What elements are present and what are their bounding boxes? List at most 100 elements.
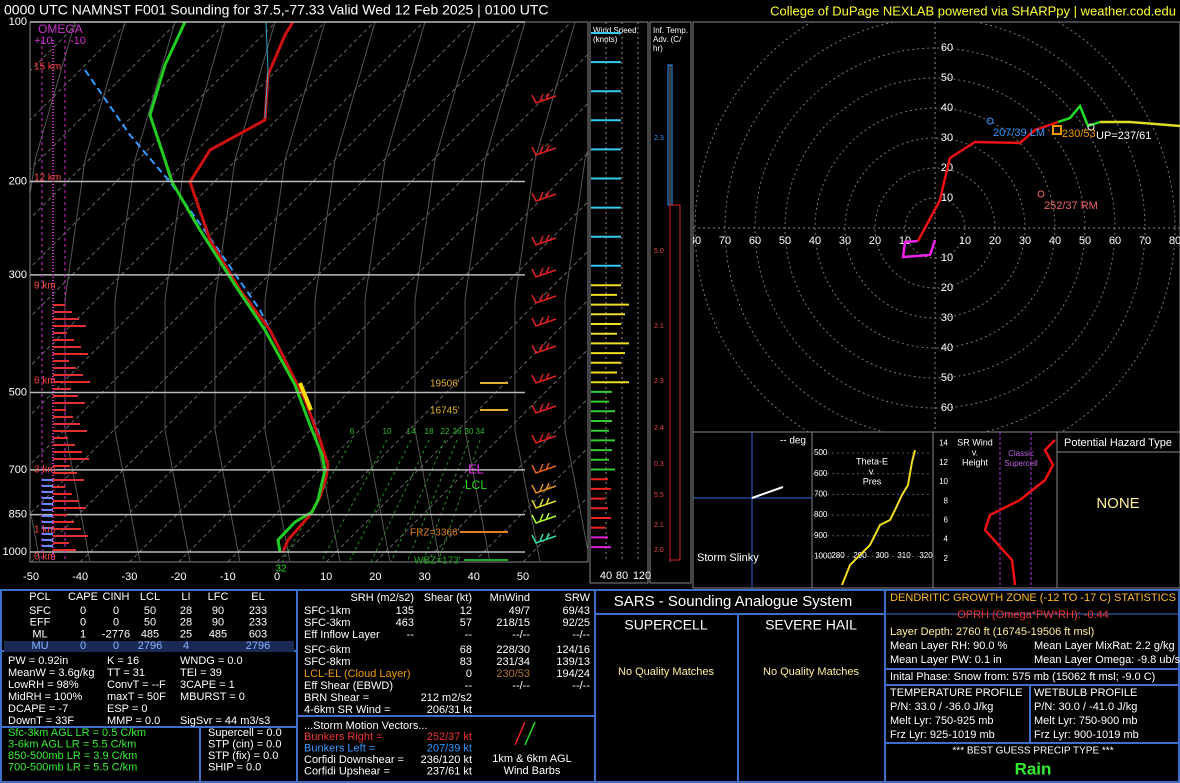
- srw-y-label: 14: [939, 439, 948, 448]
- ring-label: 10: [959, 235, 971, 247]
- hodo-ring: [754, 47, 1116, 409]
- wind-barb-flag: [539, 145, 544, 154]
- panel-title: v.: [972, 447, 978, 457]
- table-cell: 28: [180, 617, 192, 629]
- table-cell: 194/24: [556, 668, 590, 680]
- ring-label: 70: [719, 235, 731, 247]
- index: MMP = 0.0: [107, 715, 160, 727]
- temp-label: 40: [468, 571, 480, 583]
- theta-p-label: 900: [814, 531, 828, 540]
- table-cell: 50: [144, 605, 156, 617]
- label: Corfidi Downshear =: [304, 754, 404, 766]
- label: P/N: 33.0 / -36.0 J/kg: [890, 701, 993, 713]
- ring-label: 80: [1169, 235, 1180, 247]
- hodo-ring: [874, 167, 996, 289]
- row-highlight: [4, 641, 294, 652]
- label: 237/61 kt: [427, 765, 472, 777]
- label: Corfidi Upshear =: [304, 765, 390, 777]
- index: K = 16: [107, 655, 139, 667]
- index: TT = 31: [107, 667, 145, 679]
- table-cell: --/--: [572, 680, 590, 692]
- panel-title: Theta-E: [856, 456, 888, 466]
- mixing-ratio-line: [406, 439, 458, 562]
- label: 1km & 6km AGL: [492, 753, 571, 765]
- table-cell: SFC-3km: [304, 617, 350, 629]
- table-cell: --/--: [572, 629, 590, 641]
- label: -10: [70, 35, 86, 47]
- label: Bunkers Right =: [304, 731, 383, 743]
- table-header: EL: [251, 591, 264, 603]
- index: ESP = 0: [107, 703, 147, 715]
- label: OPRH (Omega*PW*RH): -0.44: [957, 609, 1109, 621]
- wind-barb: [531, 344, 557, 354]
- table-cell: SFC-6km: [304, 644, 350, 656]
- height-label: 1 km: [34, 525, 56, 536]
- label: Frz Lyr: 900-1019 mb: [1034, 729, 1139, 741]
- label: SUPERCELL: [624, 617, 707, 633]
- adv-value: 2.1: [654, 323, 664, 330]
- theta-p-label: 1000: [814, 552, 832, 561]
- storm-marker: [1087, 123, 1095, 131]
- wind-barb-flag: [539, 93, 544, 102]
- ring-label: 60: [1109, 235, 1121, 247]
- panel-title: Pres: [863, 476, 882, 486]
- wind-barb-flag: [545, 532, 550, 541]
- column-title: Adv. (C/: [653, 35, 682, 44]
- mixing-ratio-label: 30: [465, 427, 474, 436]
- wind-barb-flag: [545, 266, 550, 275]
- isotherm: [30, 22, 375, 367]
- label: Layer Depth: 2760 ft (16745-19506 ft msl…: [890, 626, 1094, 638]
- wind-barb-flag: [545, 512, 550, 521]
- table-cell: 233: [249, 617, 267, 629]
- hodo-trace: [901, 239, 937, 259]
- isotherm: [30, 22, 473, 466]
- table-cell: 49/7: [509, 605, 530, 617]
- isotherm: [30, 22, 572, 562]
- wind-barb: [531, 146, 557, 156]
- table-cell: -2776: [102, 628, 130, 640]
- hodo-trace: [1057, 103, 1101, 128]
- table-cell: --/--: [512, 680, 530, 692]
- mixing-ratio-label: 26: [453, 427, 462, 436]
- wetbulb-profile: [264, 22, 269, 119]
- label: SEVERE HAIL: [765, 617, 857, 633]
- wind-barb-flag: [539, 373, 544, 382]
- level-label: 19506': [430, 379, 460, 390]
- ring-label: 40: [809, 235, 821, 247]
- ring-label: 60: [941, 402, 953, 414]
- temp-label: -20: [171, 571, 187, 583]
- table-cell: 233: [249, 605, 267, 617]
- table-cell: 231/34: [496, 656, 530, 668]
- lapse-rate: 850-500mb LR = 3.9 C/km: [8, 750, 137, 762]
- temp-label: -10: [220, 571, 236, 583]
- table-cell: --/--: [512, 629, 530, 641]
- label: 236/120 kt: [421, 754, 472, 766]
- column-title: Inf. Temp.: [653, 26, 688, 35]
- height-label: 9 km: [34, 281, 56, 292]
- label: SARS - Sounding Analogue System: [614, 593, 852, 610]
- wind-barb: [531, 317, 557, 327]
- wind-barb: [531, 192, 557, 202]
- wind-barb-flag: [545, 315, 550, 324]
- mixing-ratio-line: [348, 439, 412, 562]
- height-label: 0 km: [34, 552, 56, 563]
- ring-label: 40: [941, 342, 953, 354]
- table-cell: 4: [183, 640, 189, 652]
- table-header: LCL: [140, 591, 160, 603]
- adv-value: 5.5: [654, 492, 664, 499]
- ring-label: 40: [1049, 235, 1061, 247]
- index: ConvT = --F: [107, 679, 166, 691]
- table-cell: 2796: [246, 640, 270, 652]
- table-cell: 0: [80, 617, 86, 629]
- wind-barb-flag: [539, 403, 544, 412]
- index: DCAPE = -7: [8, 703, 68, 715]
- label: 207/39 kt: [427, 742, 472, 754]
- dry-adiabat: [30, 22, 76, 562]
- level-label: 16745': [430, 406, 460, 417]
- label: Storm Slinky: [697, 552, 759, 564]
- label: Melt Lyr: 750-900 mb: [1034, 715, 1138, 727]
- temp-label: -40: [72, 571, 88, 583]
- table-cell: 1: [80, 628, 86, 640]
- theta-x-label: 280: [831, 551, 845, 560]
